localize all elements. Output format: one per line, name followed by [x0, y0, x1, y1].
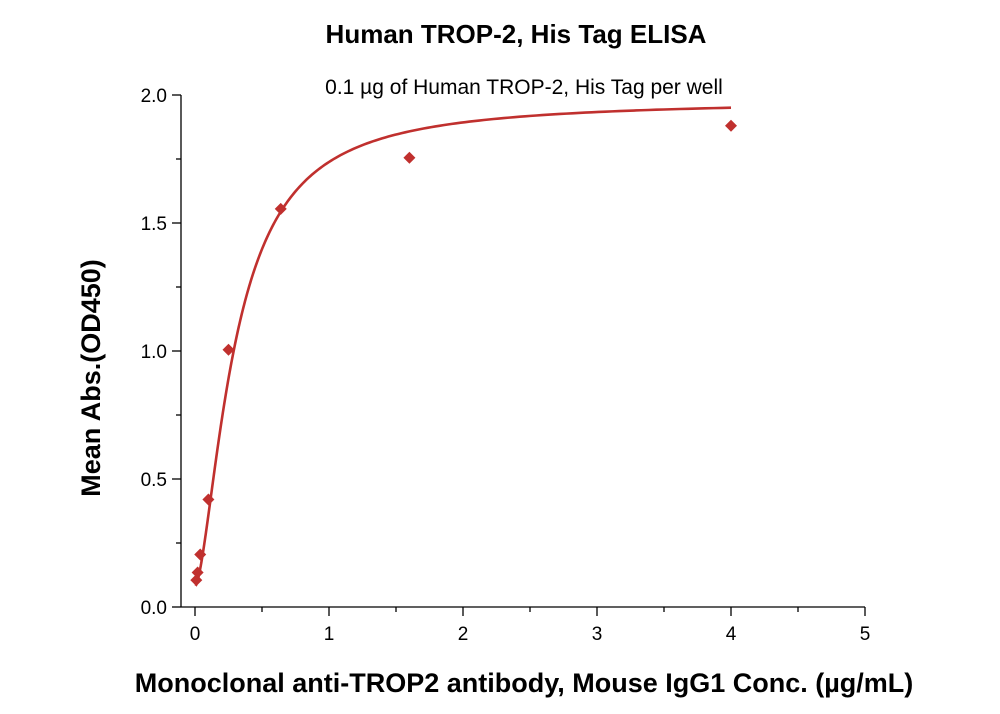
- y-tick-label: 2.0: [141, 86, 167, 107]
- x-tick-label: 2: [458, 624, 469, 645]
- x-axis-ticks: 0 1 2 3 4 5: [190, 607, 871, 645]
- x-tick-label: 1: [324, 624, 335, 645]
- y-axis-ticks: 0.0 0.5 1.0 1.5 2.0: [141, 86, 181, 619]
- data-point-marker: [202, 493, 215, 506]
- y-tick-label: 1.5: [141, 214, 167, 235]
- data-point-marker: [194, 548, 207, 561]
- data-point-marker: [190, 574, 203, 587]
- data-point-marker: [725, 119, 737, 132]
- y-tick-label: 0.0: [141, 598, 167, 619]
- x-tick-label: 4: [726, 624, 737, 645]
- data-point-marker: [191, 566, 204, 579]
- y-tick-label: 1.0: [141, 342, 167, 363]
- x-tick-label: 3: [592, 624, 603, 645]
- chart-title: Human TROP-2, His Tag ELISA: [326, 19, 707, 49]
- y-axis-title: Mean Abs.(OD450): [76, 259, 106, 497]
- chart-subtitle: 0.1 µg of Human TROP-2, His Tag per well: [325, 76, 723, 99]
- y-tick-label: 0.5: [141, 470, 167, 491]
- data-point-marker: [274, 202, 287, 215]
- x-tick-label: 5: [860, 624, 871, 645]
- data-points: [190, 119, 737, 587]
- data-point-marker: [403, 151, 416, 164]
- x-tick-label: 0: [190, 624, 201, 645]
- x-axis-title: Monoclonal anti-TROP2 antibody, Mouse Ig…: [135, 668, 914, 698]
- fit-curve: [194, 106, 732, 587]
- data-point-marker: [222, 343, 235, 356]
